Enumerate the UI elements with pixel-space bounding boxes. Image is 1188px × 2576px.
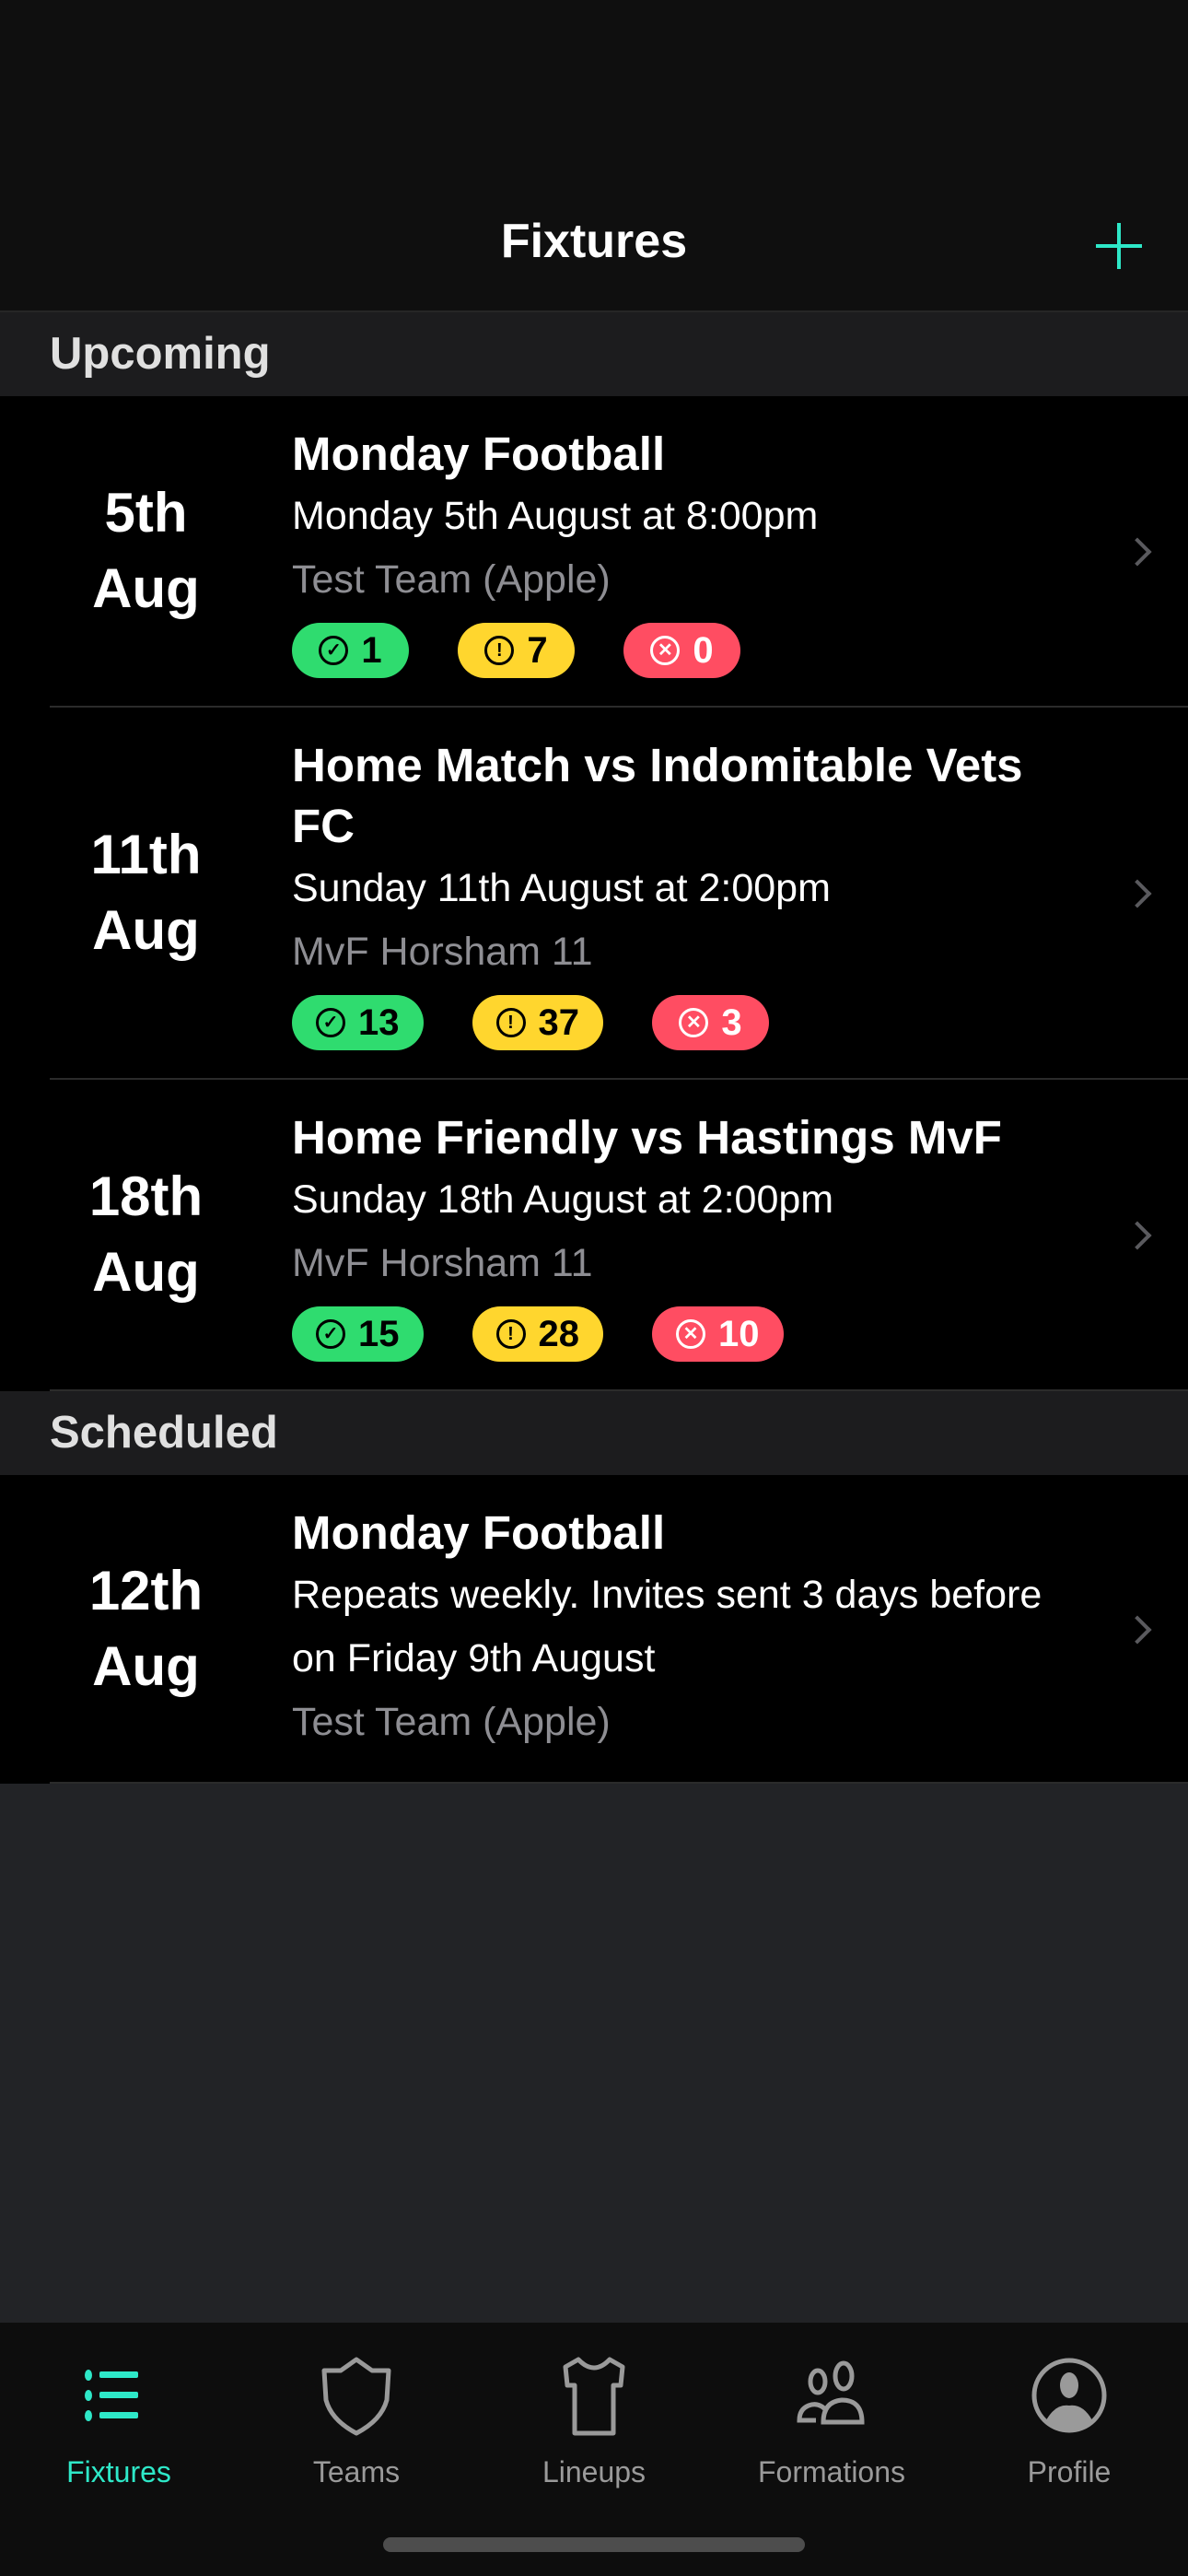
- available-count: 13: [358, 1001, 400, 1043]
- fixture-title: Monday Football: [292, 1506, 666, 1559]
- date-day: 12th: [88, 1559, 204, 1622]
- date-day: 5th: [104, 482, 188, 544]
- fixture-time: Sunday 11th August at 2:00pm: [292, 866, 831, 910]
- available-badge: ✓ 15: [292, 1306, 424, 1362]
- shirt-icon: [563, 2357, 625, 2436]
- fixture-time: Monday 5th August at 8:00pm: [292, 494, 819, 538]
- nav-bar: Fixtures: [0, 0, 1188, 312]
- maybe-badge: ! 37: [472, 995, 603, 1050]
- tab-label: Lineups: [542, 2455, 646, 2488]
- fixture-title: Home Friendly vs Hastings MvF: [292, 1111, 1002, 1164]
- date-month: Aug: [92, 1634, 200, 1697]
- maybe-count: 28: [538, 1313, 580, 1354]
- fixture-row[interactable]: 5th Aug Monday Football Monday 5th August…: [0, 396, 1188, 708]
- x-circle-icon: ✕: [650, 636, 681, 665]
- fixture-team: MvF Horsham 11: [292, 1241, 593, 1285]
- fixtures-list: Upcoming 5th Aug Monday Football Monday 5…: [0, 312, 1188, 1784]
- maybe-count: 37: [538, 1001, 580, 1043]
- unavailable-count: 0: [693, 629, 714, 671]
- available-count: 15: [358, 1313, 400, 1354]
- section-header-scheduled: Scheduled: [0, 1391, 1188, 1475]
- person-circle-icon: [1031, 2358, 1107, 2433]
- fixture-date: 11th Aug: [0, 735, 292, 1050]
- list-icon: [85, 2370, 138, 2421]
- exclamation-circle-icon: !: [495, 1008, 526, 1037]
- section-header-upcoming: Upcoming: [0, 312, 1188, 396]
- tab-fixtures[interactable]: Fixtures: [0, 2323, 238, 2576]
- tab-teams[interactable]: Teams: [238, 2323, 475, 2576]
- maybe-count: 7: [527, 629, 548, 671]
- available-badge: ✓ 13: [292, 995, 424, 1050]
- x-circle-icon: ✕: [676, 1319, 705, 1349]
- date-month: Aug: [92, 1241, 200, 1303]
- fixture-schedule: Repeats weekly. Invites sent 3 days befo…: [292, 1573, 1042, 1680]
- exclamation-circle-icon: !: [484, 636, 515, 665]
- x-circle-icon: ✕: [679, 1008, 709, 1037]
- plus-icon[interactable]: [1096, 223, 1142, 269]
- tab-lineups[interactable]: Lineups: [475, 2323, 713, 2576]
- date-day: 11th: [90, 824, 202, 885]
- date-month: Aug: [92, 557, 200, 619]
- shield-icon: [321, 2357, 391, 2436]
- check-circle-icon: ✓: [319, 636, 349, 665]
- unavailable-count: 3: [721, 1001, 742, 1043]
- fixture-date: 12th Aug: [0, 1503, 292, 1754]
- fixture-row[interactable]: 11th Aug Home Match vs Indomitable Vets F…: [0, 708, 1188, 1080]
- unavailable-badge: ✕ 3: [652, 995, 769, 1050]
- unavailable-badge: ✕ 0: [623, 623, 740, 678]
- fixture-row[interactable]: 12th Aug Monday Football Repeats weekly. …: [0, 1475, 1188, 1784]
- maybe-badge: ! 28: [472, 1306, 603, 1362]
- date-day: 18th: [88, 1165, 204, 1227]
- fixture-date: 5th Aug: [0, 424, 292, 678]
- check-circle-icon: ✓: [316, 1008, 345, 1037]
- tab-label: Formations: [757, 2455, 906, 2488]
- date-month: Aug: [92, 899, 200, 961]
- tab-label: Profile: [1027, 2455, 1112, 2488]
- tab-label: Fixtures: [66, 2455, 171, 2488]
- page-title: Fixtures: [500, 215, 688, 268]
- fixture-time: Sunday 18th August at 2:00pm: [292, 1177, 834, 1222]
- fixture-team: Test Team (Apple): [292, 557, 611, 602]
- tab-label: Teams: [312, 2455, 401, 2488]
- home-indicator[interactable]: [383, 2537, 805, 2552]
- tab-formations[interactable]: Formations: [713, 2323, 950, 2576]
- maybe-badge: ! 7: [458, 623, 575, 678]
- exclamation-circle-icon: !: [495, 1319, 526, 1349]
- available-badge: ✓ 1: [292, 623, 409, 678]
- fixture-team: MvF Horsham 11: [292, 930, 593, 974]
- fixture-team: Test Team (Apple): [292, 1700, 611, 1744]
- check-circle-icon: ✓: [316, 1319, 345, 1349]
- tab-bar: Fixtures Teams Lineups Formations Profil…: [0, 2323, 1188, 2576]
- tab-profile[interactable]: Profile: [950, 2323, 1188, 2576]
- fixture-date: 18th Aug: [0, 1107, 292, 1362]
- fixture-title: Home Match vs Indomitable Vets FC: [292, 739, 1023, 852]
- unavailable-count: 10: [718, 1313, 760, 1354]
- fixture-title: Monday Football: [292, 427, 666, 480]
- fixture-row[interactable]: 18th Aug Home Friendly vs Hastings MvF Su…: [0, 1080, 1188, 1391]
- unavailable-badge: ✕ 10: [652, 1306, 784, 1362]
- available-count: 1: [361, 629, 382, 671]
- people-icon: [797, 2360, 865, 2425]
